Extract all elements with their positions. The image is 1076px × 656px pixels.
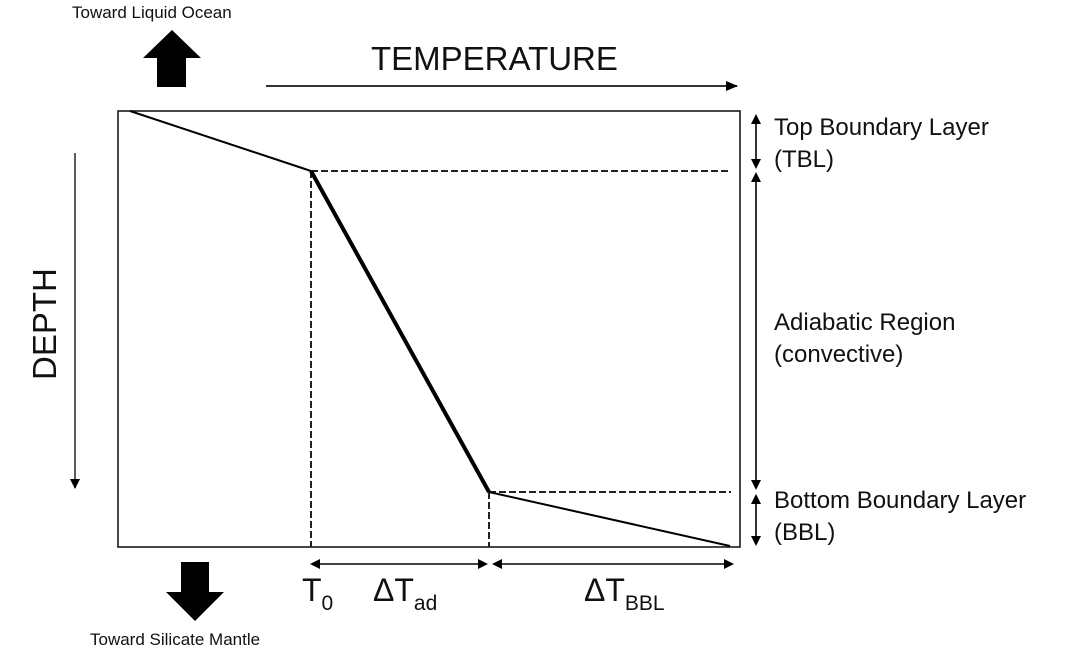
tbl-label-line1: Top Boundary Layer bbox=[774, 114, 989, 141]
bbl-label-line2: (BBL) bbox=[774, 519, 836, 546]
delta-t-ad-base: ΔT bbox=[373, 572, 414, 608]
t0-sub: 0 bbox=[321, 592, 334, 615]
delta-t-bbl-sub: BBL bbox=[624, 592, 665, 615]
t0-label: T0 bbox=[302, 574, 333, 614]
bbl-label-line1: Bottom Boundary Layer bbox=[774, 487, 1027, 514]
dashed-guides bbox=[310, 170, 731, 547]
delta-t-bbl-base: ΔT bbox=[584, 572, 625, 608]
adiabatic-label-line1: Adiabatic Region bbox=[774, 309, 956, 336]
plot-frame bbox=[117, 110, 741, 548]
up-arrow-icon bbox=[143, 30, 201, 87]
tbl-label-line2: (TBL) bbox=[774, 146, 834, 173]
tbl-label: Top Boundary Layer (TBL) bbox=[774, 112, 989, 176]
toward-mantle-label: Toward Silicate Mantle bbox=[90, 630, 261, 649]
down-arrow-icon bbox=[166, 562, 224, 621]
profile-tbl-segment bbox=[129, 110, 312, 172]
delta-t-ad-label: ΔTad bbox=[373, 574, 437, 614]
adiabatic-label: Adiabatic Region (convective) bbox=[774, 307, 955, 371]
adiabatic-label-line2: (convective) bbox=[774, 341, 904, 368]
bbl-label: Bottom Boundary Layer (BBL) bbox=[774, 485, 1026, 549]
temperature-axis-label: TEMPERATURE bbox=[371, 40, 618, 77]
delta-t-bbl-label: ΔTBBL bbox=[584, 574, 665, 614]
delta-t-ad-sub: ad bbox=[413, 592, 438, 615]
temperature-span-arrows bbox=[310, 559, 734, 569]
profile-bbl-segment bbox=[488, 491, 731, 547]
profile-adiabatic-segment bbox=[309, 170, 491, 493]
t0-base: T bbox=[302, 572, 322, 608]
toward-ocean-label: Toward Liquid Ocean bbox=[72, 3, 232, 22]
depth-axis-label: DEPTH bbox=[26, 268, 63, 380]
region-arrows bbox=[751, 114, 761, 546]
